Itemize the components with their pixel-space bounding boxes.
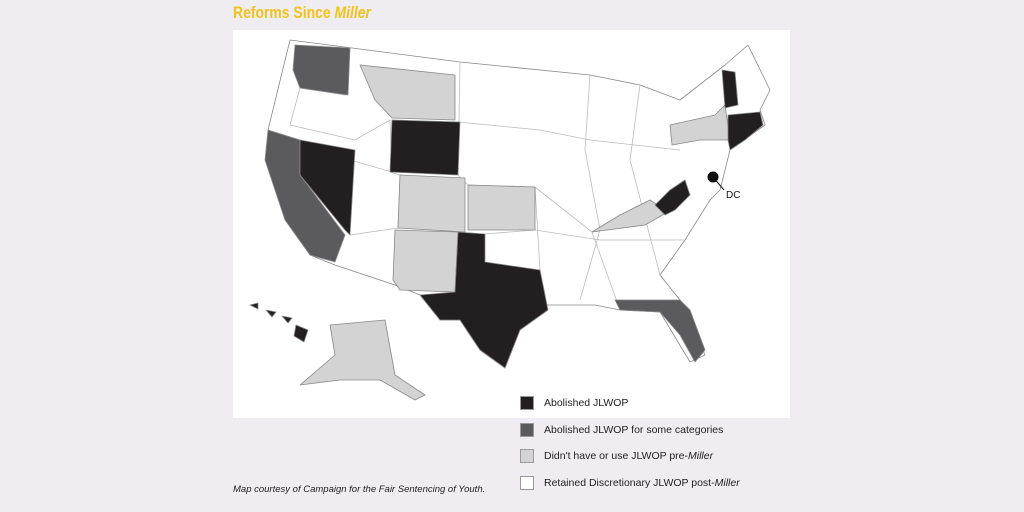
hawaii-island	[281, 315, 293, 324]
legend-item: Didn't have or use JLWOP pre- Miller	[520, 443, 740, 470]
legend-text: Didn't have or use JLWOP pre-	[544, 450, 689, 463]
florida	[614, 299, 706, 363]
legend-text: Abolished JLWOP	[544, 397, 629, 410]
legend-swatch	[520, 475, 534, 490]
legend-text: Abolished JLWOP for some categories	[544, 423, 724, 436]
new-england-south	[727, 111, 764, 151]
legend-text: Retained Discretionary JLWOP post-	[544, 476, 715, 489]
nevada	[299, 139, 356, 236]
title-emphasis: Miller	[334, 3, 371, 22]
dc-leader	[712, 176, 725, 191]
legend-emphasis: Miller	[688, 450, 714, 463]
legend-swatch	[520, 449, 534, 464]
new-mexico	[392, 229, 459, 293]
hawaii-island	[293, 324, 309, 343]
hawaii	[249, 302, 309, 343]
caption: Map courtesy of Campaign for the Fair Se…	[233, 484, 486, 495]
legend-item: Abolished JLWOP	[520, 390, 740, 417]
wyoming	[389, 119, 461, 176]
washington	[292, 44, 351, 96]
legend: Abolished JLWOP Abolished JLWOP for some …	[520, 390, 740, 496]
legend-swatch	[520, 422, 534, 437]
legend-emphasis: Miller	[714, 476, 740, 489]
hawaii-island	[265, 309, 277, 318]
legend-item: Abolished JLWOP for some categories	[520, 417, 740, 444]
texas	[419, 231, 549, 369]
dc-label: DC	[726, 190, 740, 201]
colorado	[397, 174, 466, 233]
legend-item: Retained Discretionary JLWOP post- Miller	[520, 470, 740, 497]
title-text: Reforms Since	[233, 3, 335, 22]
kansas	[467, 184, 536, 231]
hawaii-island	[249, 302, 259, 310]
alaska	[299, 319, 426, 401]
title: Reforms Since Miller	[233, 3, 371, 23]
legend-swatch	[520, 396, 534, 411]
west-virginia	[654, 179, 691, 216]
vermont	[721, 69, 739, 109]
montana	[359, 64, 456, 121]
